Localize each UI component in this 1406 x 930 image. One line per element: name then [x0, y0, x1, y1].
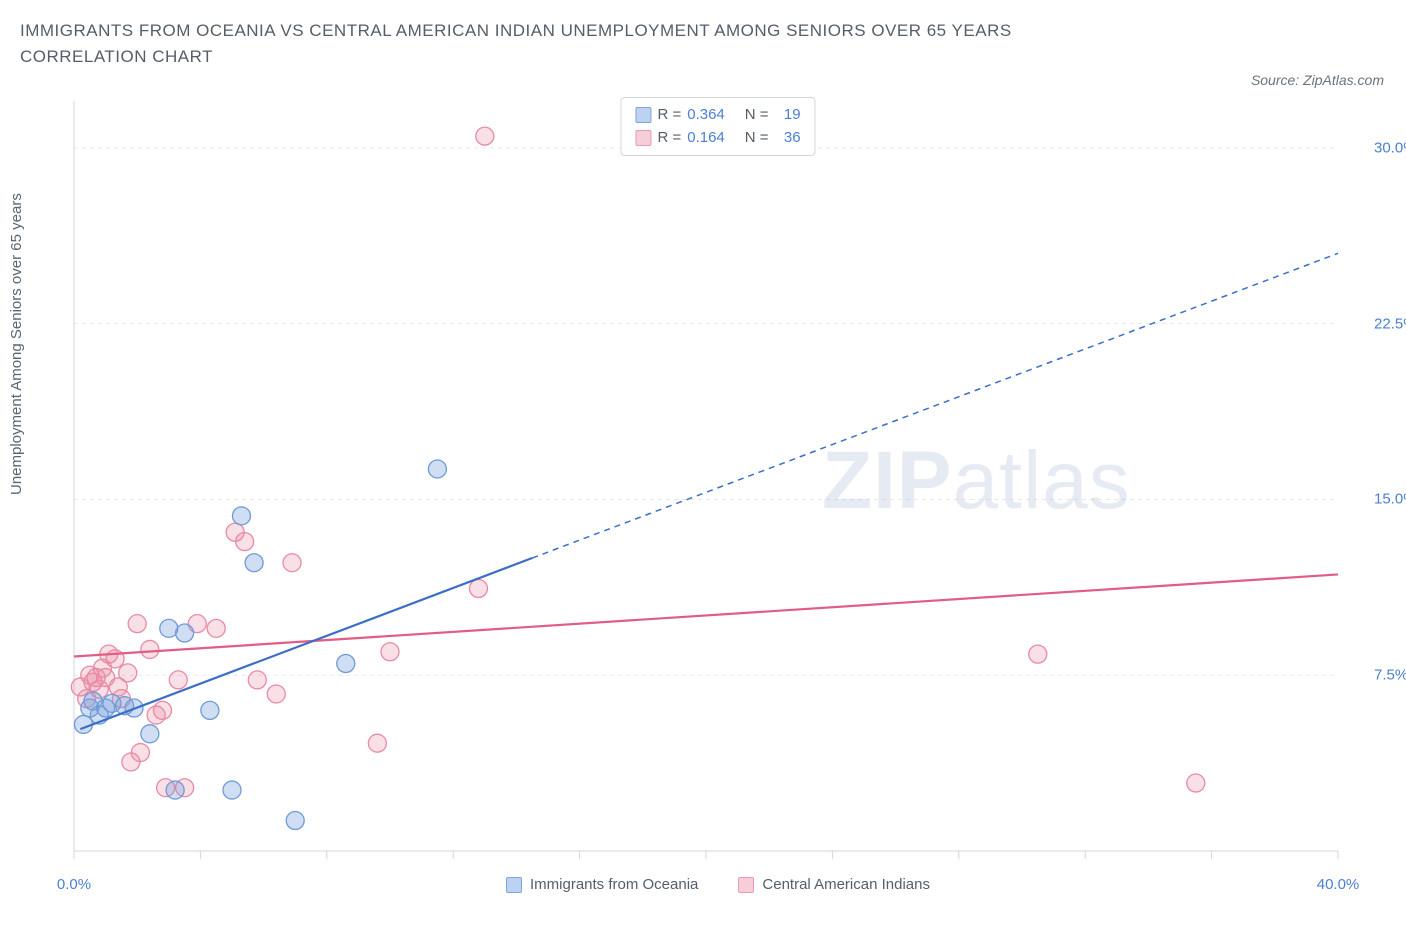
r-value-oceania: 0.364: [687, 104, 725, 127]
page-title: IMMIGRANTS FROM OCEANIA VS CENTRAL AMERI…: [20, 18, 1140, 69]
legend-item-oceania: Immigrants from Oceania: [506, 876, 698, 893]
n-value-cai: 36: [775, 127, 801, 150]
swatch-cai: [738, 877, 754, 893]
y-axis-label: Unemployment Among Seniors over 65 years: [8, 193, 25, 495]
swatch-oceania: [506, 877, 522, 893]
stats-legend: R = 0.364 N = 19 R = 0.164 N = 36: [620, 97, 815, 156]
source-attribution: Source: ZipAtlas.com: [1251, 72, 1384, 88]
stats-row-oceania: R = 0.364 N = 19: [635, 104, 800, 127]
legend-item-cai: Central American Indians: [738, 876, 930, 893]
r-label: R =: [657, 104, 681, 127]
y-tick-label: 22.5%: [1374, 315, 1406, 332]
r-label: R =: [657, 127, 681, 150]
n-label: N =: [745, 127, 769, 150]
n-value-oceania: 19: [775, 104, 801, 127]
y-tick-label: 15.0%: [1374, 491, 1406, 508]
stats-row-cai: R = 0.164 N = 36: [635, 127, 800, 150]
legend-label-oceania: Immigrants from Oceania: [530, 876, 698, 893]
swatch-oceania: [635, 107, 651, 123]
y-tick-label: 30.0%: [1374, 139, 1406, 156]
series-legend: Immigrants from Oceania Central American…: [68, 876, 1368, 893]
r-value-cai: 0.164: [687, 127, 725, 150]
y-tick-label: 7.5%: [1374, 667, 1406, 684]
legend-label-cai: Central American Indians: [762, 876, 930, 893]
chart-svg: [68, 95, 1368, 865]
swatch-cai: [635, 130, 651, 146]
n-label: N =: [745, 104, 769, 127]
chart-container: Unemployment Among Seniors over 65 years…: [18, 95, 1388, 915]
plot-area: R = 0.364 N = 19 R = 0.164 N = 36 ZIPatl…: [68, 95, 1368, 865]
